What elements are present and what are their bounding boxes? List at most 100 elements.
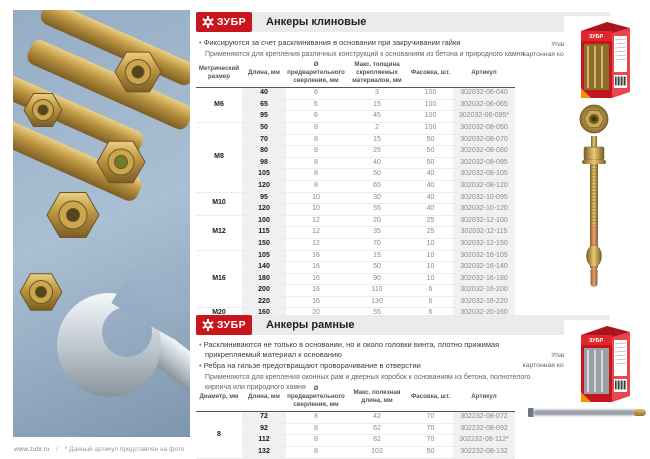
column-header: Ø предварительного сверления, мм <box>286 59 346 89</box>
cell-len: 112 <box>242 434 286 447</box>
cell-drill: 16 <box>286 261 346 274</box>
footer-separator: / <box>56 446 59 453</box>
cell-max: 42 <box>346 411 408 424</box>
size-cell: 8 <box>196 411 242 459</box>
cell-art: 302032-08-095 <box>453 157 515 170</box>
table-row: 120 10 55 40 302032-10-120 <box>196 203 515 216</box>
cell-art: 302032-06-065 <box>453 99 515 112</box>
cell-len: 115 <box>242 226 286 239</box>
column-header: Макс. полезная длина, мм <box>346 383 408 413</box>
cell-art: 302232-08-112* <box>453 434 515 447</box>
cell-pack: 50 <box>408 145 453 158</box>
brand-name: ЗУБР <box>216 16 247 28</box>
cell-max: 45 <box>346 110 408 123</box>
size-cell: М8 <box>196 121 242 193</box>
packaging-line: картонная коробка <box>522 362 582 370</box>
cell-drill: 8 <box>286 134 346 147</box>
cell-max: 15 <box>346 249 408 263</box>
cell-max: 35 <box>346 226 408 239</box>
cell-max: 90 <box>346 273 408 286</box>
wedge-anchor-photo <box>578 104 610 294</box>
cell-art: 302032-08-050 <box>453 121 515 135</box>
column-header: Фасовка, шт. <box>408 383 453 413</box>
cell-drill: 16 <box>286 296 346 309</box>
cell-max: 55 <box>346 203 408 216</box>
cell-len: 105 <box>242 168 286 181</box>
cell-len: 180 <box>242 273 286 286</box>
column-header: Артикул <box>453 383 515 413</box>
anchors-and-wrench-photo <box>13 10 190 437</box>
cell-drill: 8 <box>286 121 346 135</box>
cell-art: 302032-06-095* <box>453 110 515 123</box>
cell-art: 302032-08-120 <box>453 180 515 193</box>
section-title: Анкеры рамные <box>266 319 355 331</box>
table-row: 140 16 50 10 302032-16-140 <box>196 261 515 274</box>
cell-len: 50 <box>242 121 286 135</box>
cell-pack: 50 <box>408 157 453 170</box>
cell-len: 200 <box>242 284 286 297</box>
size-cell: М16 <box>196 249 242 309</box>
column-header: Метрический размер <box>196 59 242 89</box>
cell-art: 302032-08-080 <box>453 145 515 158</box>
cell-pack: 100 <box>408 87 453 100</box>
cell-len: 80 <box>242 145 286 158</box>
cell-pack: 70 <box>408 434 453 447</box>
cell-drill: 6 <box>286 87 346 100</box>
cell-len: 98 <box>242 157 286 170</box>
bullet-text: Ребра на гильзе предотвращают проворачив… <box>199 361 549 371</box>
cell-len: 95 <box>242 110 286 123</box>
cell-art: 302032-12-150 <box>453 238 515 251</box>
table-row: 115 12 35 25 302032-12-115 <box>196 226 515 239</box>
cell-art: 302032-16-140 <box>453 261 515 274</box>
cell-pack: 6 <box>408 296 453 309</box>
cell-art: 302032-16-200 <box>453 284 515 297</box>
zubr-logo: ЗУБР <box>196 315 252 335</box>
cell-art: 302232-08-072 <box>453 411 515 424</box>
cell-pack: 100 <box>408 110 453 123</box>
table-row: 150 12 70 10 302032-12-150 <box>196 238 515 251</box>
page-footer: www.zubr.ru / * Данный артикул представл… <box>14 446 184 453</box>
website-link[interactable]: www.zubr.ru <box>14 446 50 453</box>
section-title: Анкеры клиновые <box>266 16 367 28</box>
cell-art: 302032-10-095 <box>453 191 515 205</box>
frame-anchor-photo <box>528 404 646 421</box>
svg-text:ЗУБР: ЗУБР <box>589 34 604 40</box>
cell-max: 20 <box>346 214 408 228</box>
section-header-frame-anchors: ЗУБР Анкеры рамные <box>196 315 610 335</box>
cell-pack: 25 <box>408 226 453 239</box>
cell-pack: 10 <box>408 249 453 263</box>
cell-drill: 8 <box>286 157 346 170</box>
gear-icon <box>202 319 214 331</box>
cell-art: 302032-12-100 <box>453 214 515 228</box>
cell-len: 72 <box>242 411 286 424</box>
cell-pack: 40 <box>408 168 453 181</box>
cell-drill: 16 <box>286 273 346 286</box>
column-header: Длина, мм <box>242 59 286 89</box>
table-row: 65 6 15 100 302032-06-065 <box>196 99 515 112</box>
cell-len: 105 <box>242 249 286 263</box>
table-row: М8 50 8 2 100 302032-08-050 <box>196 121 515 193</box>
section-bullets: Фиксируются за счет расклинивания в осно… <box>199 38 549 60</box>
table-row: М16 105 16 15 10 302032-16-105 <box>196 249 515 309</box>
cell-drill: 16 <box>286 284 346 297</box>
column-header: Артикул <box>453 59 515 89</box>
cell-drill: 8 <box>286 168 346 181</box>
cell-drill: 16 <box>286 249 346 263</box>
cell-max: 15 <box>346 134 408 147</box>
cell-len: 65 <box>242 99 286 112</box>
cell-max: 130 <box>346 296 408 309</box>
table-row: 92 8 62 70 302232-08-092 <box>196 423 515 436</box>
cell-pack: 10 <box>408 238 453 251</box>
cell-max: 2 <box>346 121 408 135</box>
size-cell: М6 <box>196 87 242 123</box>
applications-note: Применяются для крепления различных конс… <box>205 51 525 59</box>
cell-pack: 50 <box>408 134 453 147</box>
bullet-text: Расклиниваются не только в основании, но… <box>199 340 549 360</box>
cell-len: 132 <box>242 446 286 459</box>
cell-max: 62 <box>346 423 408 436</box>
gear-icon <box>202 16 214 28</box>
cell-pack: 70 <box>408 423 453 436</box>
cell-art: 302232-08-132 <box>453 446 515 459</box>
footnote: * Данный артикул представлен на фото <box>64 446 185 453</box>
cell-art: 302032-06-040 <box>453 87 515 100</box>
